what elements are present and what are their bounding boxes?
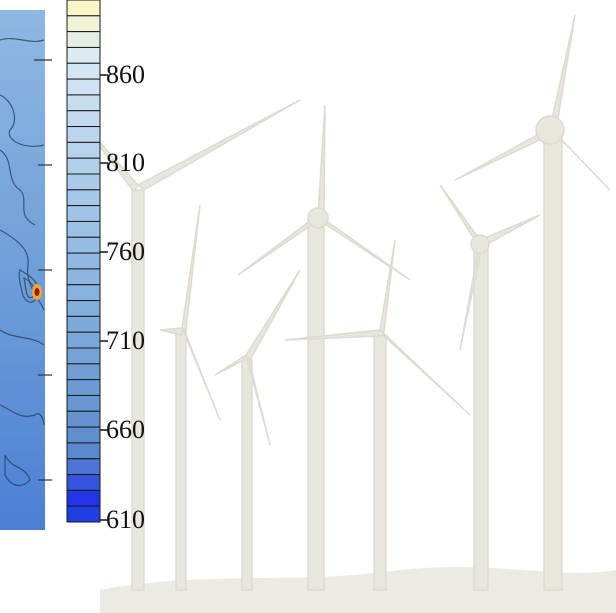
colorbar-tick-label: 810	[106, 148, 145, 177]
colorbar-cell	[66, 0, 101, 17]
colorbar-tick-label: 760	[106, 237, 145, 266]
colorbar-cells	[66, 0, 101, 523]
colorbar-cell	[66, 141, 101, 159]
colorbar-cell	[66, 442, 101, 460]
turbine-7	[454, 14, 611, 591]
colorbar-cell	[66, 110, 101, 128]
colorbar-cell	[66, 284, 101, 302]
colorbar-cell	[66, 347, 101, 365]
colorbar-cell	[66, 300, 101, 317]
colorbar-cell	[66, 236, 101, 254]
map-hotspot	[32, 284, 42, 300]
colorbar-cell	[66, 157, 101, 175]
colorbar-cell	[66, 205, 101, 222]
colorbar-cell	[66, 394, 101, 412]
colorbar-cell	[66, 315, 101, 333]
colorbar-cell	[66, 410, 101, 428]
colorbar-tick-label: 860	[106, 60, 145, 89]
turbine-3	[214, 269, 301, 591]
colorbar-cell	[66, 189, 101, 207]
colorbar-cell	[66, 126, 101, 143]
colorbar-tick-label: 660	[106, 415, 145, 444]
colorbar-cell	[66, 94, 101, 112]
colorbar-cell	[66, 173, 101, 191]
colorbar-cell	[66, 31, 101, 48]
colorbar-cell	[66, 78, 101, 96]
colorbar-cell	[66, 474, 101, 491]
contour-lines	[0, 37, 45, 487]
colorbar-cell	[66, 268, 101, 286]
turbine-5	[284, 239, 471, 591]
colorbar-tick-label: 610	[106, 505, 145, 534]
colorbar-cell	[66, 426, 101, 444]
turbine-4	[237, 104, 411, 591]
colorbar-cell	[66, 489, 101, 507]
map-background	[0, 10, 45, 530]
colorbar-cell	[66, 458, 101, 476]
colorbar-ticks	[100, 74, 108, 521]
colorbar-cell	[66, 505, 101, 523]
map-axis-ticks	[34, 59, 52, 481]
colorbar-cell	[66, 46, 101, 64]
colorbar-cell	[66, 331, 101, 349]
colorbar-cell	[66, 220, 101, 238]
colorbar-cell	[66, 363, 101, 381]
colorbar-tick-label: 710	[106, 326, 145, 355]
colorbar-cell	[66, 62, 101, 80]
colorbar-cell	[66, 15, 101, 33]
colorbar-cell	[66, 252, 101, 270]
colorbar-cell	[66, 379, 101, 396]
turbine-6	[439, 184, 541, 591]
turbine-2	[159, 204, 221, 591]
